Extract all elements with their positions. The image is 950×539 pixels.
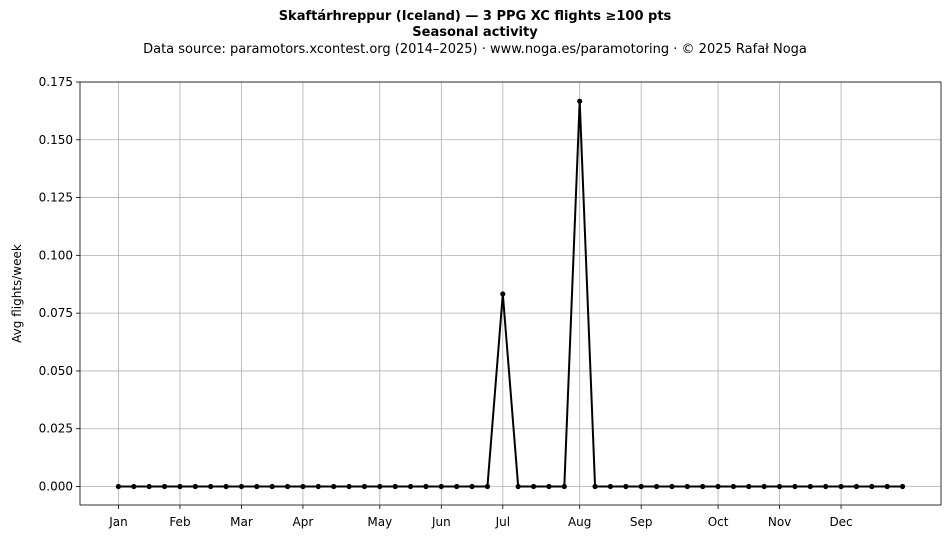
data-point-9 [254,483,260,490]
data-point-4 [177,483,183,490]
data-point-47 [838,483,844,490]
data-point-32 [607,483,614,490]
data-point-17 [377,483,383,490]
data-point-13 [315,483,321,490]
data-point-29 [561,483,567,490]
plot-frame [79,81,942,506]
data-point-43 [776,483,783,490]
data-point-23 [469,483,475,490]
data-point-34 [638,483,644,490]
data-point-10 [269,483,275,490]
x-tick-label-9: Oct [708,515,729,529]
data-point-8 [238,483,245,490]
x-tick-label-7: Aug [568,515,591,529]
y-tick-label-6: 0.150 [39,133,73,147]
data-point-6 [208,483,214,490]
series-line [118,100,903,488]
data-point-14 [331,483,337,490]
data-point-26 [515,483,521,490]
data-point-12 [300,483,306,490]
data-point-24 [484,483,491,490]
data-point-38 [700,483,706,490]
data-point-22 [454,483,460,490]
data-point-50 [884,483,890,490]
y-tick-label-0: 0.000 [39,480,73,494]
y-tick-label-1: 0.025 [39,422,73,436]
y-tick-label-5: 0.125 [39,191,73,205]
data-source-note: Data source: paramotors.xcontest.org (20… [143,42,807,57]
x-tick-label-4: May [367,515,392,529]
data-point-41 [746,483,752,490]
y-tick-label-4: 0.100 [39,248,73,262]
data-point-7 [223,483,229,490]
y-axis-label: Avg flights/week [10,244,24,343]
x-tick-label-2: Mar [230,515,253,529]
data-point-40 [730,483,737,490]
data-point-16 [361,483,368,490]
data-point-1 [131,483,137,490]
x-tick-label-8: Sep [630,515,653,529]
y-tick-label-7: 0.175 [39,75,73,89]
data-point-15 [346,483,352,490]
data-point-27 [530,483,537,490]
data-point-44 [792,483,798,490]
data-point-39 [715,483,721,490]
data-point-18 [392,483,398,490]
data-point-19 [407,483,414,490]
data-point-42 [761,483,767,490]
chart-title: Skaftárhreppur (Iceland) — 3 PPG XC flig… [278,9,672,24]
data-point-28 [546,483,552,490]
data-point-35 [653,483,660,490]
x-tick-label-11: Dec [829,515,852,529]
data-point-45 [807,483,813,490]
data-point-21 [438,483,444,490]
data-point-36 [669,483,675,490]
x-tick-label-6: Jul [495,515,510,529]
data-point-2 [146,483,152,490]
data-point-11 [284,483,291,490]
data-point-31 [592,483,598,490]
data-point-33 [623,483,629,490]
y-tick-label-2: 0.050 [39,364,73,378]
data-point-49 [869,483,875,490]
data-point-46 [823,483,829,490]
x-tick-label-0: Jan [108,515,128,529]
data-point-37 [684,483,690,490]
data-point-51 [899,483,906,490]
data-point-20 [423,483,429,490]
data-point-48 [853,483,860,490]
data-point-30 [577,98,583,104]
data-point-25 [500,291,506,297]
data-point-5 [192,483,198,490]
x-tick-label-5: Jun [431,515,451,529]
x-tick-label-3: Apr [293,515,314,529]
x-tick-label-1: Feb [169,515,190,529]
data-point-3 [161,483,168,490]
chart-subtitle: Seasonal activity [412,25,538,40]
x-tick-label-10: Nov [768,515,791,529]
y-tick-label-3: 0.075 [39,306,73,320]
data-point-0 [115,483,122,490]
